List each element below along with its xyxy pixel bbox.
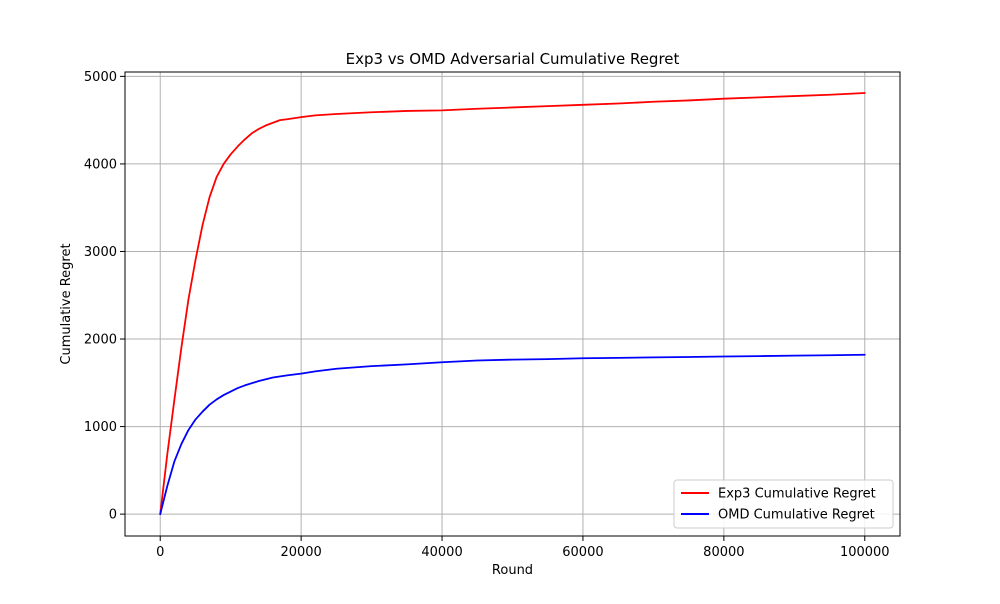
x-tick-label: 80000 (703, 545, 744, 560)
legend-label-omd: OMD Cumulative Regret (718, 508, 875, 523)
x-tick-label: 60000 (562, 545, 603, 560)
x-tick-label: 100000 (840, 545, 890, 560)
chart-title: Exp3 vs OMD Adversarial Cumulative Regre… (346, 50, 680, 68)
series-layer (159, 92, 866, 516)
y-tick-label: 5000 (84, 70, 117, 85)
x-tick-label: 0 (156, 545, 164, 560)
grid (125, 72, 900, 536)
y-tick-label: 2000 (84, 333, 117, 348)
series-line-exp3 (159, 92, 866, 516)
x-axis-label: Round (492, 563, 533, 578)
legend: Exp3 Cumulative Regret OMD Cumulative Re… (673, 479, 894, 529)
y-tick-label: 3000 (84, 245, 117, 260)
plot-area-border (124, 71, 901, 537)
series-line-omd (159, 353, 866, 516)
y-tick-label: 0 (109, 508, 117, 523)
ticks: 0 20000 40000 60000 80000 100000 0 1000 2000 3000… (84, 70, 890, 560)
y-tick-label: 4000 (84, 157, 117, 172)
x-tick-label: 20000 (280, 545, 321, 560)
y-axis-label: Cumulative Regret (59, 243, 74, 364)
legend-label-exp3: Exp3 Cumulative Regret (718, 487, 876, 502)
legend-box (673, 479, 894, 529)
x-tick-label: 40000 (421, 545, 462, 560)
y-tick-label: 1000 (84, 420, 117, 435)
